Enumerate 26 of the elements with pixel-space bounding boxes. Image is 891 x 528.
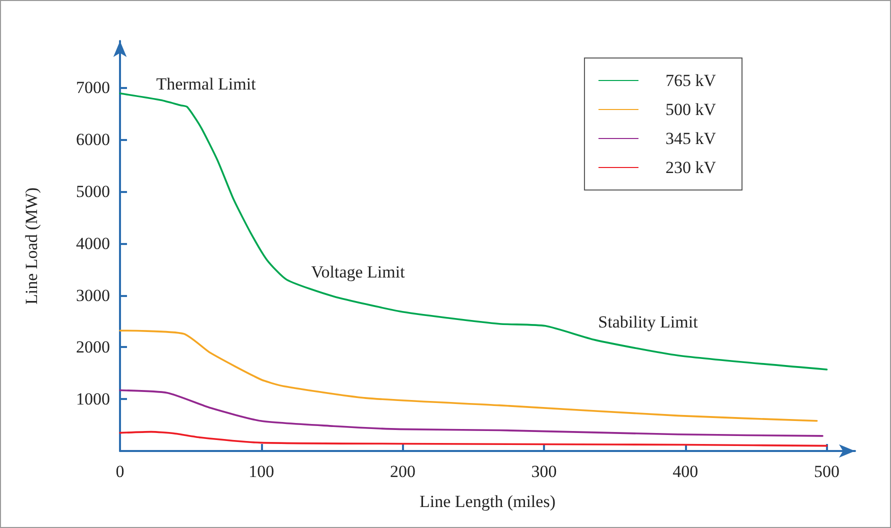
x-tick-label: 200 <box>390 462 416 481</box>
y-tick-label: 3000 <box>76 286 110 305</box>
legend-label: 500 kV <box>665 100 717 119</box>
annotation: Voltage Limit <box>311 262 406 282</box>
y-tick-label: 1000 <box>76 390 110 409</box>
y-tick-label: 2000 <box>76 338 110 357</box>
line-series <box>119 92 828 370</box>
legend-label: 230 kV <box>665 158 717 177</box>
y-axis-title: Line Load (MW) <box>22 187 41 305</box>
legend-label: 345 kV <box>665 129 717 148</box>
line-series <box>119 389 824 437</box>
x-tick-label: 100 <box>248 462 274 481</box>
line-series <box>119 330 818 422</box>
x-tick-label: 500 <box>814 462 840 481</box>
line-series <box>119 430 828 447</box>
y-tick-label: 4000 <box>76 234 110 253</box>
x-tick-label: 300 <box>531 462 557 481</box>
x-tick-label: 0 <box>116 462 124 481</box>
annotation: Stability Limit <box>598 312 698 332</box>
y-tick-label: 6000 <box>76 130 110 150</box>
y-tick-label: 7000 <box>76 78 110 98</box>
y-tick-label: 5000 <box>76 182 110 202</box>
legend-label: 765 kV <box>665 71 717 90</box>
annotation: Thermal Limit <box>156 74 256 94</box>
x-tick-label: 400 <box>672 462 698 481</box>
x-axis-title: Line Length (miles) <box>420 492 556 511</box>
